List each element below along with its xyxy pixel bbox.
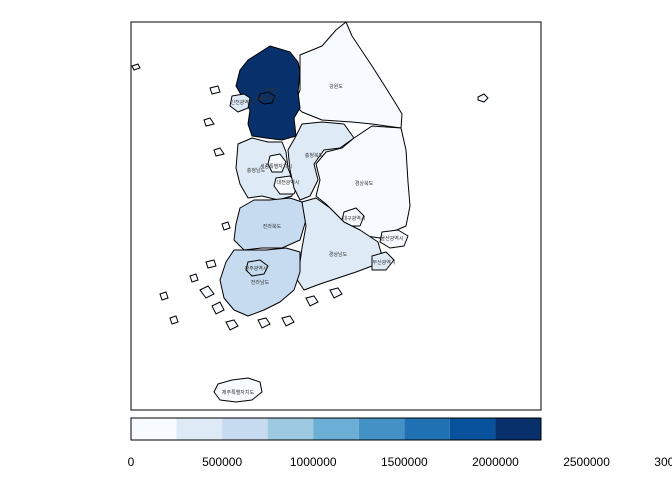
- label-gangwon: 강원도: [329, 83, 343, 90]
- legend-tick-label: 3000000: [654, 455, 672, 469]
- region-busan[interactable]: [371, 251, 395, 271]
- legend-tick-label: 2500000: [563, 455, 610, 469]
- region-seoul[interactable]: [257, 91, 276, 105]
- region-jeonbuk[interactable]: [233, 197, 307, 251]
- region-chungbuk[interactable]: [287, 121, 355, 201]
- region-gyeongnam[interactable]: [295, 197, 383, 291]
- region-gwangju[interactable]: [245, 259, 269, 277]
- label-gyeongbuk: 경상북도: [355, 180, 374, 187]
- label-gwangju: 광주광역시: [244, 265, 267, 272]
- color-legend: 0 500000 1000000 1500000 2000000 2500000 30000…: [128, 417, 672, 469]
- legend-bin: [313, 418, 359, 440]
- legend-tick-label: 1500000: [381, 455, 428, 469]
- region-incheon[interactable]: [229, 93, 251, 113]
- legend-tick-label: 0: [128, 455, 135, 469]
- legend-frame: [130, 417, 542, 441]
- label-daejeon: 대전광역시: [276, 179, 299, 186]
- label-jeonbuk: 전라북도: [263, 223, 282, 230]
- legend-bin: [449, 418, 496, 440]
- legend-tick-label: 500000: [202, 455, 242, 469]
- legend-ticks: 0 500000 1000000 1500000 2000000 2500000 30000…: [128, 455, 672, 469]
- islands: [131, 63, 489, 331]
- legend-bins: [131, 418, 541, 440]
- label-chungbuk: 충청북도: [305, 152, 324, 159]
- legend-bin: [176, 418, 223, 440]
- legend-bin: [495, 418, 541, 440]
- label-daegu: 대구광역시: [342, 215, 365, 222]
- label-busan: 부산광역시: [372, 259, 395, 266]
- region-labels: 강원도 경기도 서울특별시 인천광역시 충청북도 세종특별자치시 충청남도 대전…: [222, 83, 404, 396]
- region-sejong[interactable]: [267, 153, 287, 173]
- region-jeonnam[interactable]: [219, 247, 301, 317]
- label-seoul: 서울특별시: [254, 95, 277, 102]
- label-ulsan: 울산광역시: [380, 235, 403, 242]
- label-jeonnam: 전라남도: [251, 279, 270, 286]
- legend-bin: [358, 418, 405, 440]
- legend-bin: [267, 418, 314, 440]
- label-gyeonggi: 경기도: [265, 87, 279, 94]
- label-jeju: 제주특별자치도: [222, 389, 255, 396]
- label-sejong: 세종특별자치시: [260, 163, 292, 170]
- legend-bin: [131, 418, 177, 440]
- region-jeju[interactable]: [213, 377, 263, 403]
- legend-tick-label: 1000000: [290, 455, 337, 469]
- legend-bin: [404, 418, 450, 440]
- region-gangwon[interactable]: [293, 21, 403, 129]
- legend-bin: [222, 418, 268, 440]
- label-incheon: 인천광역시: [230, 99, 253, 106]
- label-chungnam: 충청남도: [247, 167, 266, 174]
- map-panel-frame: [130, 21, 542, 411]
- legend-tick-label: 2000000: [472, 455, 519, 469]
- label-gyeongnam: 경상남도: [329, 251, 348, 258]
- region-ulsan[interactable]: [379, 229, 409, 249]
